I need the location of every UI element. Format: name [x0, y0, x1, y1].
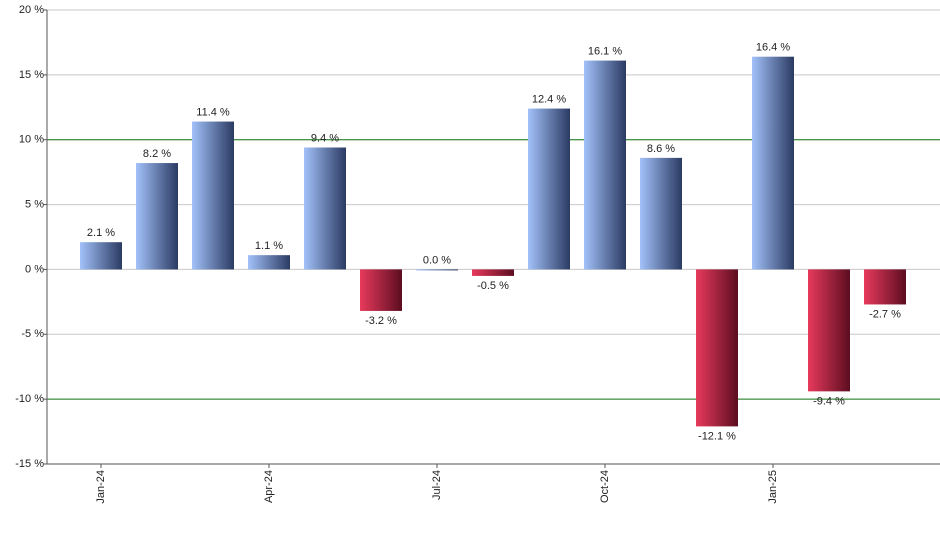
value-label: 0.0 % — [423, 254, 451, 266]
x-tick-label: Apr-24 — [263, 470, 275, 503]
x-tick-label: Jan-25 — [767, 470, 779, 504]
x-tick-label: Jul-24 — [431, 470, 443, 500]
value-label: 9.4 % — [311, 132, 339, 144]
bar — [584, 60, 626, 270]
value-label: -2.7 % — [869, 308, 901, 320]
value-label: 12.4 % — [532, 93, 566, 105]
y-tick-label: -15 % — [15, 458, 44, 470]
value-label: -9.4 % — [813, 395, 845, 407]
value-label: 16.1 % — [588, 45, 622, 57]
x-tick-label: Jan-24 — [95, 470, 107, 504]
x-tick-label: Oct-24 — [599, 470, 611, 503]
bar — [304, 147, 346, 270]
bar — [248, 255, 290, 270]
y-tick-label: -5 % — [21, 328, 44, 340]
bar — [360, 269, 402, 311]
bar — [752, 56, 794, 270]
bar — [808, 269, 850, 392]
bar — [864, 269, 906, 305]
bar — [640, 157, 682, 270]
bar — [528, 108, 570, 270]
value-label: 2.1 % — [87, 227, 115, 239]
value-label: -0.5 % — [477, 280, 509, 292]
bar — [192, 121, 234, 270]
value-label: 11.4 % — [196, 106, 230, 118]
bar — [472, 269, 514, 276]
bar — [416, 269, 458, 271]
value-label: -12.1 % — [698, 430, 736, 442]
value-label: 8.6 % — [647, 143, 675, 155]
bar — [696, 269, 738, 427]
value-label: -3.2 % — [365, 315, 397, 327]
value-label: 16.4 % — [756, 42, 790, 54]
value-label: 1.1 % — [255, 240, 283, 252]
y-tick-label: -10 % — [15, 393, 44, 405]
value-label: 8.2 % — [143, 148, 171, 160]
bar — [136, 163, 178, 270]
y-tick-label: 20 % — [19, 4, 44, 16]
y-tick-label: 10 % — [19, 134, 44, 146]
y-tick-label: 15 % — [19, 69, 44, 81]
y-tick-label: 0 % — [25, 263, 44, 275]
bar — [80, 242, 122, 270]
y-tick-label: 5 % — [25, 198, 44, 210]
